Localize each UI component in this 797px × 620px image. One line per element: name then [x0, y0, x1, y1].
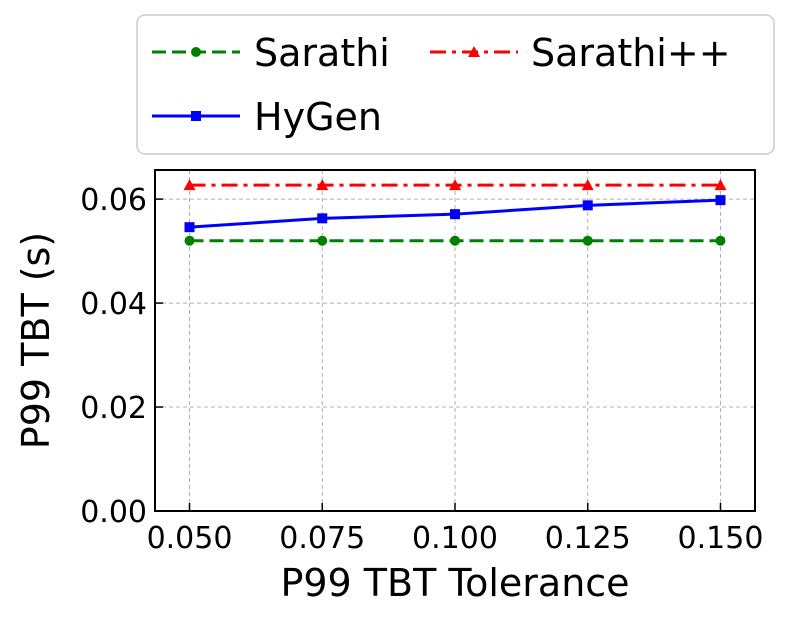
y-tick-label: 0.00 [80, 495, 147, 530]
x-tick-label: 0.050 [147, 521, 233, 556]
legend-marker-HyGen [191, 111, 201, 121]
data-point-Sarathi [450, 235, 460, 246]
data-point-HyGen [450, 209, 460, 220]
data-point-HyGen [184, 222, 195, 233]
x-tick-label: 0.100 [412, 521, 498, 556]
legend-label-Sarathi++: Sarathi++ [531, 31, 731, 75]
x-axis-title: P99 TBT Tolerance [280, 561, 629, 605]
y-tick-label: 0.06 [80, 183, 147, 218]
legend: Sarathi Sarathi++ HyGen [136, 14, 775, 155]
legend-label-HyGen: HyGen [254, 95, 382, 139]
data-point-Sarathi [184, 235, 195, 246]
x-tick-label: 0.125 [545, 521, 631, 556]
legend-marker-Sarathi [191, 47, 201, 57]
axis-ticks: 0.050 0.075 0.100 0.125 0.150 0.00 0.02 0.04 0.0… [80, 183, 763, 556]
data-point-Sarathi [582, 235, 593, 246]
data-point-Sarathi [317, 235, 328, 246]
data-point-Sarathi [715, 235, 726, 246]
data-point-HyGen [715, 195, 726, 206]
y-axis-title: P99 TBT (s) [14, 232, 58, 449]
plot-series [183, 179, 727, 246]
data-point-Sarathi++ [449, 179, 461, 191]
y-tick-label: 0.02 [80, 391, 147, 426]
data-point-Sarathi++ [581, 179, 594, 191]
data-point-Sarathi++ [183, 179, 196, 191]
data-point-HyGen [582, 200, 593, 211]
x-tick-label: 0.075 [279, 521, 365, 556]
data-point-Sarathi++ [714, 179, 727, 191]
x-tick-label: 0.150 [678, 521, 764, 556]
legend-frame [136, 14, 775, 155]
y-tick-label: 0.04 [80, 287, 147, 322]
legend-label-Sarathi: Sarathi [254, 31, 390, 75]
grid [155, 170, 755, 512]
data-point-HyGen [317, 213, 328, 224]
data-point-Sarathi++ [316, 179, 329, 191]
legend-marker-Sarathi++ [468, 46, 480, 57]
